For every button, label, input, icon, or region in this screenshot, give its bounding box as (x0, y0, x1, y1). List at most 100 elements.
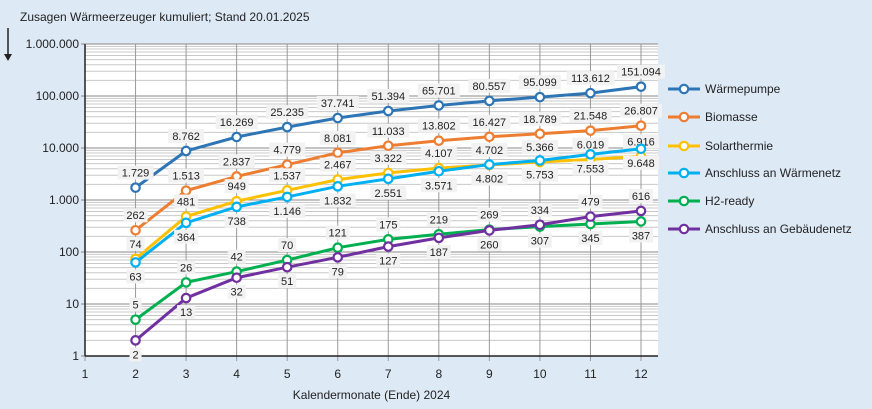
data-label: 26.807 (624, 106, 658, 118)
data-point (231, 201, 242, 213)
legend-entry: Anschluss an Gebäudenetz (705, 222, 852, 236)
y-tick-label: 1.000.000 (26, 37, 80, 51)
data-label: 387 (632, 230, 650, 242)
data-label: 16.427 (473, 117, 507, 129)
data-point (484, 159, 495, 170)
x-tick-label: 7 (385, 367, 392, 381)
data-label: 113.612 (571, 73, 610, 85)
data-label: 4.107 (425, 148, 453, 160)
data-point (332, 147, 344, 159)
data-label-bg (617, 64, 665, 79)
data-point (130, 224, 141, 236)
data-label-bg (569, 108, 612, 123)
x-tick-label: 5 (284, 367, 291, 381)
data-label-bg (417, 118, 460, 133)
legend-entry: Wärmepumpe (705, 82, 781, 96)
legend-marker (678, 195, 690, 207)
x-tick-label: 9 (486, 367, 493, 381)
data-point (332, 181, 344, 192)
data-label-bg (623, 155, 659, 170)
x-tick-label: 10 (533, 367, 547, 381)
data-label-bg (117, 165, 154, 180)
data-label-bg (129, 347, 142, 362)
data-point (180, 217, 192, 229)
data-label-bg (126, 269, 145, 284)
data-point (635, 205, 647, 217)
data-point (585, 149, 596, 160)
data-point (281, 261, 293, 273)
data-label-bg (367, 123, 410, 138)
data-label: 1.146 (273, 206, 301, 218)
data-label: 219 (430, 214, 448, 226)
data-point (484, 131, 495, 143)
data-label-bg (468, 114, 511, 129)
data-label: 4.702 (476, 145, 504, 157)
data-label-bg (518, 75, 561, 90)
data-label: 307 (531, 236, 549, 248)
data-label: 1.832 (324, 195, 352, 207)
data-label: 345 (581, 233, 599, 245)
y-tick-label: 10.000 (42, 141, 79, 155)
data-label-bg (426, 212, 451, 227)
data-label-bg (527, 202, 552, 217)
data-label: 51.394 (371, 91, 405, 103)
data-label: 16.269 (220, 117, 254, 129)
data-label: 1.729 (122, 168, 150, 180)
data-point (382, 140, 394, 152)
data-label-bg (521, 140, 558, 155)
data-point (332, 252, 344, 263)
data-point (433, 232, 445, 244)
data-label: 269 (480, 210, 498, 222)
data-point (281, 191, 293, 203)
data-label-bg (224, 213, 249, 228)
legend-marker (678, 83, 690, 95)
data-label: 949 (227, 181, 245, 193)
data-label: 74 (129, 239, 141, 251)
data-label: 37.741 (321, 98, 355, 110)
data-point (180, 292, 192, 304)
data-label-bg (325, 225, 350, 240)
data-label-bg (126, 236, 145, 251)
data-label: 7.553 (577, 163, 605, 175)
data-label-bg (572, 161, 609, 176)
y-tick-label: 1.000 (49, 193, 79, 207)
data-label: 3.322 (375, 153, 403, 165)
data-label-bg (477, 207, 502, 222)
data-label-bg (578, 194, 603, 209)
x-tick-label: 4 (233, 367, 240, 381)
data-point (130, 182, 141, 193)
data-label: 8.762 (172, 131, 200, 143)
chart-title: Zusagen Wärmeerzeuger kumuliert; Stand 2… (20, 10, 310, 24)
data-label: 70 (281, 240, 293, 252)
data-label: 26 (180, 262, 192, 274)
data-label: 13 (180, 307, 192, 319)
data-label-bg (518, 111, 561, 126)
data-label-bg (376, 217, 401, 232)
data-label: 616 (632, 191, 650, 203)
data-label-bg (278, 274, 297, 289)
data-label: 127 (379, 256, 397, 268)
legend-marker (678, 223, 690, 235)
data-label-bg (177, 260, 196, 275)
data-label: 6.019 (577, 139, 605, 151)
data-label: 79 (332, 266, 344, 278)
data-label: 4.802 (476, 174, 504, 186)
legend-entry: H2-ready (705, 194, 754, 208)
data-label: 334 (531, 205, 549, 217)
data-label: 18.789 (523, 114, 557, 126)
data-label-bg (417, 83, 460, 98)
data-label: 121 (329, 228, 347, 240)
data-point (534, 128, 546, 140)
data-label: 175 (379, 219, 397, 231)
data-point (180, 185, 192, 196)
legend-marker (678, 167, 690, 179)
data-point (433, 135, 445, 147)
data-label-bg (629, 188, 653, 203)
data-label: 11.033 (372, 126, 405, 138)
data-label: 2.467 (324, 160, 352, 172)
data-label: 80.557 (473, 81, 507, 93)
data-point (534, 219, 546, 231)
data-label: 2.837 (223, 156, 251, 168)
legend-entry: Solarthermie (705, 139, 773, 153)
